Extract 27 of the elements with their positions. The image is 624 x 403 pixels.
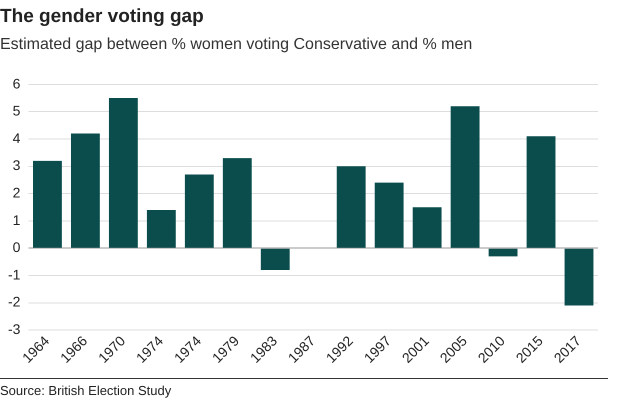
bar xyxy=(222,158,252,248)
y-tick-label: -1 xyxy=(8,266,21,282)
bar xyxy=(526,136,556,248)
chart-subtitle: Estimated gap between % women voting Conservative and % men xyxy=(0,36,472,54)
y-tick-label: 5 xyxy=(12,102,21,119)
bar xyxy=(374,182,404,248)
bar xyxy=(336,166,366,248)
bar xyxy=(33,160,62,248)
source-note: Source: British Election Study xyxy=(0,383,172,398)
y-tick-label: 4 xyxy=(12,130,21,146)
bar xyxy=(146,210,176,248)
bar xyxy=(450,106,480,248)
bar xyxy=(184,174,214,248)
y-tick-label: -3 xyxy=(8,320,21,337)
bar xyxy=(564,248,594,306)
y-tick-label: -2 xyxy=(8,294,21,310)
y-tick-label: 3 xyxy=(12,157,21,174)
y-tick-label: 1 xyxy=(12,212,21,228)
bar xyxy=(412,207,442,248)
bar xyxy=(260,248,290,270)
y-tick-label: 6 xyxy=(12,75,21,92)
bar xyxy=(70,134,100,248)
y-tick-label: 0 xyxy=(12,239,21,256)
bar xyxy=(488,248,518,256)
y-tick-label: 2 xyxy=(12,184,21,200)
bar xyxy=(108,98,138,248)
chart-title: The gender voting gap xyxy=(0,6,204,28)
